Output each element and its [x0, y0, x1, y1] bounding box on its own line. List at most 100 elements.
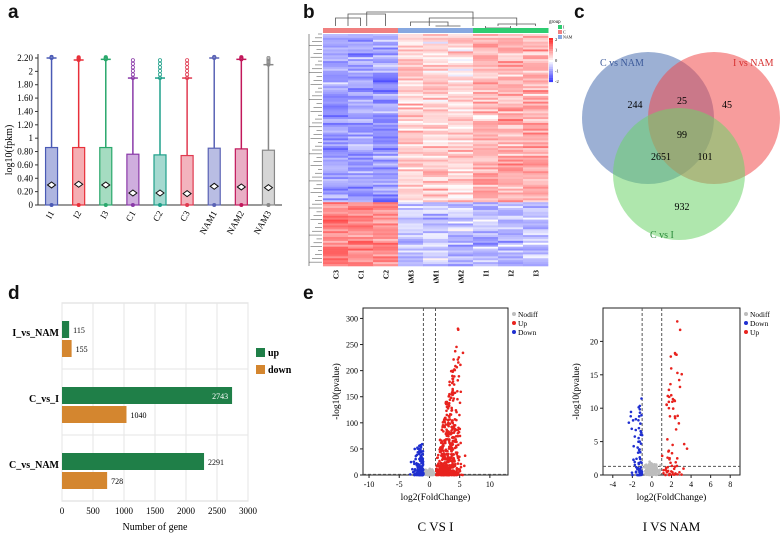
volcano-point-up: [457, 361, 460, 364]
heatmap-cell: [473, 63, 499, 66]
heatmap-cell: [448, 148, 474, 151]
volcano-point-up: [456, 379, 460, 382]
heatmap-cell: [323, 41, 349, 44]
heatmap-cell: [448, 229, 474, 232]
heatmap-cell: [348, 121, 374, 124]
heatmap-cell: [323, 235, 349, 238]
heatmap-cell: [498, 194, 524, 197]
heatmap-scale-step: [549, 57, 553, 61]
boxplot-ytick-label: 1.40: [17, 106, 33, 116]
volcano-point-down: [633, 435, 637, 438]
volcano-point-up: [458, 469, 462, 473]
heatmap-cell: [423, 180, 449, 184]
heatmap-cell: [373, 244, 399, 247]
heatmap-cell: [348, 88, 374, 91]
heatmap-cell: [323, 78, 349, 81]
heatmap-cell: [398, 105, 424, 108]
heatmap-cell: [473, 231, 499, 234]
bar-up: [62, 453, 205, 470]
volcano-point-up: [672, 467, 676, 471]
heatmap-cell: [523, 101, 549, 104]
heatmap-legend-label: C: [563, 30, 566, 35]
heatmap-cell: [498, 119, 524, 122]
heatmap-cell: [523, 246, 549, 249]
heatmap-cell: [473, 124, 499, 128]
heatmap-cell: [423, 171, 449, 174]
heatmap-cell: [398, 173, 424, 176]
heatmap-cell: [473, 86, 499, 89]
heatmap-cell: [398, 211, 424, 215]
heatmap-cell: [398, 55, 424, 58]
heatmap-cell: [473, 159, 499, 162]
panel-letter-d: d: [8, 283, 20, 304]
volcano-point-up: [680, 372, 684, 376]
heatmap-cell: [373, 115, 399, 118]
heatmap-cell: [398, 227, 424, 230]
heatmap-cell: [373, 202, 399, 205]
heatmap-cell: [348, 229, 374, 232]
heatmap-cell: [448, 246, 474, 249]
heatmap-cell: [423, 242, 449, 246]
heatmap-cell: [373, 138, 399, 141]
volcano-legend-label: Nodiff: [750, 310, 770, 319]
heatmap-cell: [373, 142, 399, 145]
heatmap-cell: [473, 93, 499, 97]
heatmap-scale-step: [549, 40, 553, 43]
heatmap-legend-swatch: [558, 30, 562, 34]
volcano-point-up: [444, 432, 448, 436]
heatmap-cell: [498, 200, 524, 203]
heatmap-cell: [498, 240, 524, 244]
heatmap-cell: [423, 198, 449, 201]
volcano-point-up: [447, 432, 451, 436]
heatmap-cell: [373, 188, 399, 191]
heatmap-cell: [423, 138, 449, 141]
heatmap-cell: [473, 99, 499, 102]
heatmap-cell: [348, 179, 374, 182]
heatmap-cell: [498, 223, 524, 226]
heatmap-cell: [323, 165, 349, 168]
heatmap-cell: [448, 167, 474, 170]
heatmap-cell: [398, 165, 424, 168]
heatmap-cell: [473, 182, 499, 186]
heatmap-cell: [323, 53, 349, 56]
volcano-point-up: [457, 443, 460, 447]
heatmap-cell: [398, 84, 424, 87]
heatmap-cell: [398, 196, 424, 199]
heatmap-cell: [448, 250, 474, 253]
volcano-point-up: [668, 414, 672, 418]
boxplot-median-marker: [236, 183, 247, 191]
heatmap-cell: [498, 107, 524, 110]
heatmap-cell: [398, 215, 424, 218]
boxplot-outlier: [266, 58, 271, 63]
heatmap-cell: [498, 64, 524, 68]
volcano-point-up: [662, 471, 665, 475]
heatmap-cell: [348, 252, 374, 255]
heatmap-cell: [323, 134, 349, 137]
heatmap-cell: [348, 92, 374, 95]
heatmap-cell: [348, 233, 374, 236]
volcano-point-up: [451, 370, 455, 374]
heatmap-cell: [473, 107, 499, 110]
heatmap-cell: [448, 107, 474, 110]
volcano-point-up: [455, 345, 458, 349]
heatmap-cell: [473, 97, 499, 101]
heatmap-cell: [423, 233, 449, 236]
heatmap-cell: [523, 35, 549, 39]
boxplot-sample-label: C1: [124, 209, 138, 223]
heatmap-cell: [323, 198, 349, 201]
volcano-point-down: [632, 444, 635, 448]
heatmap-cell: [473, 192, 499, 195]
volcano-frame: [602, 307, 741, 476]
heatmap-cell: [423, 250, 449, 253]
heatmap-cell: [498, 92, 524, 95]
heatmap-cell: [448, 217, 474, 220]
heatmap-cell: [473, 119, 499, 122]
venn-region-count: 45: [722, 100, 732, 111]
volcano-point-up: [678, 385, 682, 389]
volcano-point-up: [438, 438, 442, 442]
heatmap-cell: [448, 74, 474, 77]
heatmap-column-label: C2: [382, 270, 391, 279]
heatmap-cell: [473, 229, 499, 232]
heatmap-cell: [398, 47, 424, 50]
heatmap-cell: [398, 175, 424, 178]
